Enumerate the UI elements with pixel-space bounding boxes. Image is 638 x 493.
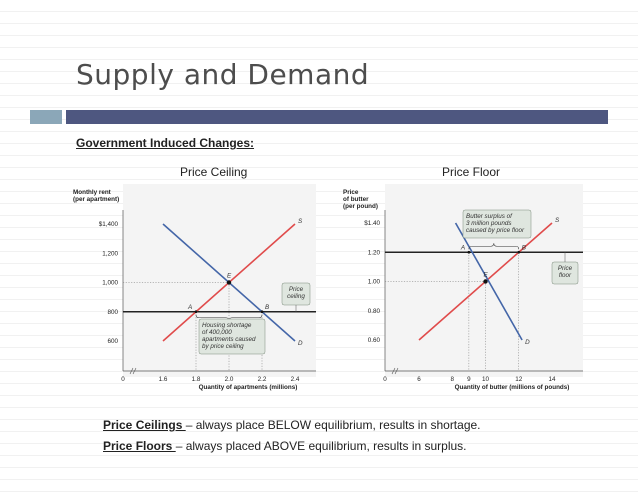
floor-point-marker: [467, 250, 471, 254]
floor-control-label-line: Price: [558, 265, 573, 272]
ceiling-annotation-line: of 400,000: [202, 329, 232, 336]
footnote-text-ceilings: – always place BELOW equilibrium, result…: [185, 418, 481, 432]
ceiling-control-label-line: ceiling: [287, 293, 305, 300]
floor-y-tick-label: 0.80: [368, 308, 381, 315]
floor-annotation-line: caused by price floor: [466, 227, 525, 234]
ceiling-x-tick-label: 1.8: [192, 376, 201, 383]
floor-y-tick-label: 1.20: [368, 249, 381, 256]
ceiling-annotation-line: Housing shortage: [202, 322, 252, 329]
floor-point-marker: [483, 279, 488, 284]
floor-x-tick-label: 0: [383, 376, 387, 383]
floor-point-label: B: [522, 244, 526, 251]
title-rule-bar: [66, 110, 608, 124]
floor-x-tick-label: 10: [482, 376, 490, 383]
footnote-term-floors: Price Floors: [103, 439, 176, 453]
ceiling-x-axis-break: [129, 367, 137, 375]
ceiling-annotation-line: by price ceiling: [202, 343, 244, 350]
price-ceiling-caption: Price Ceiling: [180, 165, 248, 179]
ceiling-x-axis-label: Quantity of apartments (millions): [199, 384, 298, 391]
ceiling-point-label: B: [265, 304, 269, 311]
floor-y-tick-label: 1.00: [368, 279, 381, 286]
floor-point-label: E: [484, 272, 489, 279]
floor-annotation-line: 3 million pounds: [466, 220, 512, 227]
floor-y-tick-label: 0.60: [368, 337, 381, 344]
price-floor-caption: Price Floor: [442, 165, 501, 179]
floor-x-tick-label: 6: [417, 376, 421, 383]
ceiling-series-label: D: [298, 340, 303, 347]
subheading: Government Induced Changes:: [76, 136, 255, 150]
ceiling-y-axis-label-line: Monthly rent: [73, 189, 112, 196]
ceiling-series-label: S: [298, 218, 303, 225]
floor-demand-line: [454, 222, 523, 341]
floor-y-axis-label-line: (per pound): [343, 203, 378, 210]
ceiling-annotation-line: apartments caused: [202, 336, 256, 343]
price-ceiling-chart: Monthly rent(per apartment) $1,400 1,200 1,…: [73, 184, 316, 391]
floor-point-label: A: [460, 244, 465, 251]
floor-series-label: S: [555, 217, 560, 224]
footnote-term-ceilings: Price Ceilings: [103, 418, 186, 432]
ceiling-annotation-box: [198, 318, 266, 355]
ceiling-x-tick-label: 2.4: [291, 376, 300, 383]
title-accent-square: [30, 110, 62, 124]
ceiling-x-tick-label: 1.6: [159, 376, 168, 383]
floor-x-tick-label: 14: [548, 376, 556, 383]
footnote-price-ceilings: Price Ceilings – always place BELOW equi…: [103, 418, 481, 432]
ceiling-x-tick-label: 2.2: [258, 376, 267, 383]
floor-x-tick-label: 12: [515, 376, 523, 383]
ceiling-y-axis-label-line: (per apartment): [73, 196, 119, 203]
floor-x-tick-label: 8: [450, 376, 454, 383]
ceiling-x-tick-label: 0: [121, 376, 125, 383]
ceiling-x-tick-label: 2.0: [225, 376, 234, 383]
ceiling-y-tick-label: 600: [107, 338, 118, 345]
floor-annotation-box: [462, 209, 532, 239]
ceiling-y-tick-label: 1,000: [102, 280, 118, 287]
floor-control-label-line: floor: [559, 272, 572, 279]
ceiling-y-tick-label: $1,400: [99, 221, 119, 228]
floor-y-axis-label-line: of butter: [343, 196, 369, 203]
ceiling-control-label-line: Price: [289, 286, 304, 293]
floor-series-label: D: [525, 339, 530, 346]
ceiling-point-label: E: [227, 273, 232, 280]
ceiling-y-tick-label: 1,200: [102, 250, 118, 257]
slide-title: Supply and Demand: [76, 58, 370, 91]
ceiling-point-label: A: [187, 304, 192, 311]
footnote-price-floors: Price Floors – always placed ABOVE equil…: [103, 439, 467, 453]
floor-y-axis-label-line: Price: [343, 189, 359, 196]
floor-point-marker: [517, 250, 521, 254]
footnote-text-floors: – always placed ABOVE equilibrium, resul…: [175, 439, 467, 453]
floor-x-axis-label: Quantity of butter (millions of pounds): [455, 384, 570, 391]
floor-annotation-line: Butter surplus of: [466, 213, 513, 220]
ceiling-point-marker: [194, 310, 198, 314]
floor-x-axis-break: [391, 367, 399, 375]
ceiling-y-tick-label: 800: [107, 309, 118, 316]
floor-y-tick-label: $1.40: [364, 220, 380, 227]
ceiling-point-marker: [226, 280, 232, 285]
ceiling-point-marker: [260, 310, 264, 314]
floor-x-tick-label: 9: [467, 376, 471, 383]
floor-gap-bracket: [468, 243, 520, 250]
